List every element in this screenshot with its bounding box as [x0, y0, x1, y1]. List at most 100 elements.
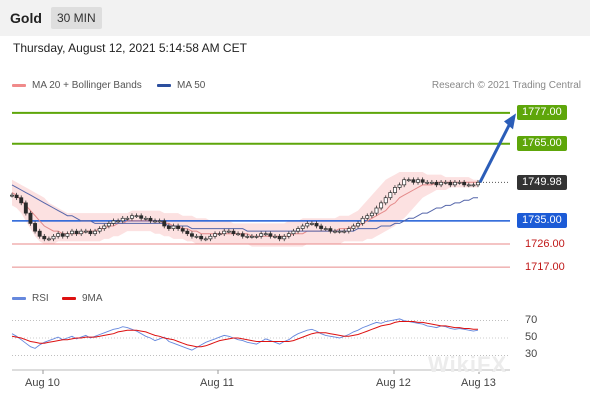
- candle-body: [254, 235, 259, 238]
- candle-body: [217, 233, 222, 236]
- candle-body: [263, 233, 268, 236]
- x-label-Aug 12: Aug 12: [376, 377, 411, 389]
- candle-body: [116, 220, 121, 223]
- candle-body: [351, 225, 356, 229]
- candle-body: [291, 230, 296, 235]
- credit-text: Research © 2021 Trading Central: [431, 80, 581, 91]
- candle-body: [249, 235, 254, 238]
- candle-body: [356, 223, 360, 227]
- rsi-panel: [11, 318, 510, 356]
- watermark-logo: WikiFX: [428, 352, 508, 377]
- candle-body: [476, 181, 480, 186]
- header-bar: Gold 30 MIN: [0, 0, 590, 36]
- ma50-line: [11, 184, 478, 232]
- candle-body: [23, 202, 28, 214]
- candle-body: [194, 235, 199, 238]
- candle-body: [429, 181, 434, 184]
- candle-body: [448, 181, 453, 186]
- candle-body: [125, 217, 130, 220]
- candle-body: [443, 181, 448, 184]
- candle-body: [314, 223, 319, 227]
- candle-body: [388, 192, 393, 199]
- instrument-title: Gold: [10, 10, 42, 26]
- candle-body: [42, 235, 47, 240]
- candle-body: [323, 228, 328, 230]
- candle-body: [333, 230, 337, 233]
- candle-body: [439, 181, 444, 186]
- candle-body: [166, 225, 171, 229]
- candle-body: [111, 220, 116, 224]
- candle-body: [19, 197, 24, 204]
- candle-body: [185, 230, 190, 235]
- candle-body: [46, 238, 51, 241]
- legend-ma50-label: MA 50: [177, 80, 206, 91]
- candle-body: [393, 187, 397, 193]
- level-label-1765.00: 1765.00: [517, 136, 567, 152]
- candle-body: [56, 233, 61, 237]
- candle-body: [282, 235, 287, 240]
- bollinger-band-area: [12, 172, 478, 247]
- candle-body: [425, 181, 430, 184]
- candle-body: [203, 238, 208, 241]
- rsi-tick-30: 30: [525, 348, 538, 361]
- candle-body: [309, 223, 314, 225]
- candle-body: [457, 181, 462, 184]
- forecast-arrow: [478, 113, 516, 183]
- candle-body: [226, 230, 231, 233]
- candle-body: [397, 184, 402, 188]
- candle-body: [416, 179, 420, 183]
- candle-body: [208, 235, 213, 240]
- candle-body: [65, 233, 70, 237]
- rsi-line: [11, 318, 479, 351]
- candle-body: [346, 228, 351, 232]
- candle-body: [471, 184, 476, 187]
- candle-body: [273, 235, 277, 238]
- bollinger-bands: [12, 172, 478, 247]
- candle-body: [171, 225, 176, 229]
- candle-body: [83, 230, 88, 233]
- x-label-Aug 10: Aug 10: [25, 377, 60, 389]
- candle-body: [319, 225, 324, 229]
- candle-body: [337, 230, 342, 233]
- candle-body: [176, 225, 181, 229]
- candle-body: [420, 179, 425, 183]
- candle-body: [369, 212, 374, 217]
- x-axis: [12, 369, 510, 374]
- candle-body: [37, 230, 42, 237]
- candle-body: [106, 223, 111, 227]
- candle-body: [74, 230, 79, 235]
- rsi-tick-50: 50: [525, 331, 538, 343]
- candle-body: [93, 230, 97, 235]
- forecast-arrow-head: [504, 113, 516, 130]
- candle-body: [222, 230, 227, 235]
- candle-body: [213, 233, 217, 237]
- candle-body: [10, 194, 14, 197]
- candle-body: [28, 212, 33, 224]
- candle-body: [466, 184, 471, 187]
- candle-body: [434, 181, 439, 186]
- legend-ma50: MA 50: [157, 80, 205, 91]
- ma50-swatch-icon: [157, 84, 171, 87]
- candle-body: [286, 233, 291, 237]
- candle-body: [365, 215, 370, 219]
- candle-body: [120, 217, 125, 222]
- candle-body: [139, 215, 144, 219]
- candle-body: [88, 230, 93, 235]
- candle-body: [360, 217, 365, 224]
- candle-body: [259, 233, 264, 237]
- bollinger-swatch-icon: [12, 84, 26, 87]
- candle-body: [240, 233, 245, 237]
- level-label-1726.00: 1726.00: [525, 237, 565, 250]
- timeframe-badge[interactable]: 30 MIN: [51, 7, 102, 29]
- candle-body: [300, 225, 305, 229]
- level-label-1717.00: 1717.00: [525, 260, 565, 273]
- candle-body: [383, 197, 388, 204]
- candle-body: [452, 181, 457, 186]
- candle-body: [236, 233, 241, 236]
- candle-body: [134, 215, 139, 218]
- forecast-arrow-shaft: [478, 122, 512, 183]
- candle-body: [268, 233, 273, 237]
- candle-body: [70, 230, 74, 235]
- candle-body: [342, 230, 347, 233]
- legend-9ma-label: 9MA: [82, 293, 103, 304]
